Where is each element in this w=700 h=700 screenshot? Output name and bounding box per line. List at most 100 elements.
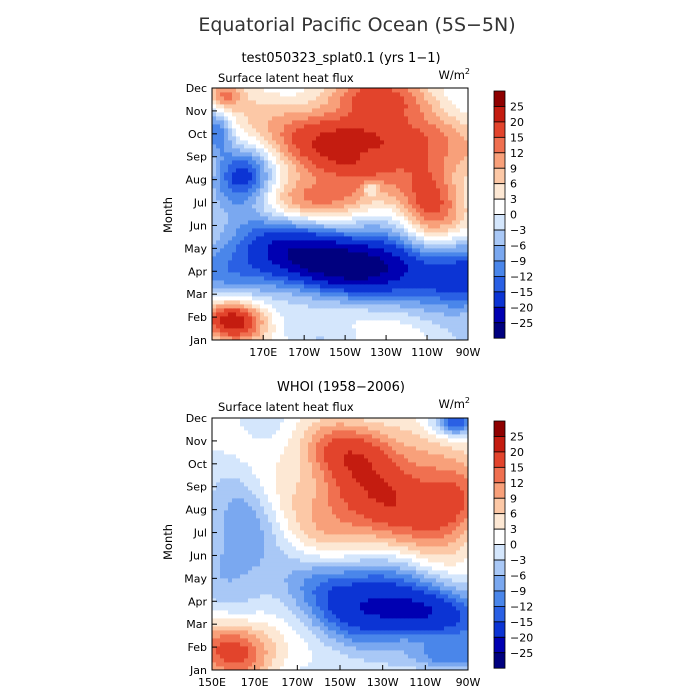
heatmap-cell bbox=[320, 300, 325, 305]
heatmap-cell bbox=[272, 144, 277, 149]
heatmap-cell bbox=[288, 104, 293, 109]
heatmap-cell bbox=[280, 184, 285, 189]
heatmap-cell bbox=[260, 216, 265, 221]
heatmap-cell bbox=[452, 260, 457, 265]
heatmap-cell bbox=[272, 638, 277, 643]
heatmap-cell bbox=[460, 324, 465, 329]
heatmap-cell bbox=[420, 650, 425, 655]
heatmap-cell bbox=[396, 284, 401, 289]
heatmap-cell bbox=[432, 144, 437, 149]
heatmap-cell bbox=[460, 124, 465, 129]
heatmap-cell bbox=[460, 626, 465, 631]
heatmap-cell bbox=[408, 256, 413, 261]
heatmap-cell bbox=[352, 156, 357, 161]
heatmap-cell bbox=[416, 208, 421, 213]
heatmap-cell bbox=[352, 336, 357, 341]
heatmap-cell bbox=[400, 100, 405, 105]
heatmap-cell bbox=[260, 144, 265, 149]
heatmap-cell bbox=[256, 172, 261, 177]
heatmap-cell bbox=[304, 172, 309, 177]
heatmap-cell bbox=[440, 180, 445, 185]
heatmap-cell bbox=[272, 324, 277, 329]
heatmap-cell bbox=[280, 280, 285, 285]
heatmap-cell bbox=[252, 120, 257, 125]
heatmap-cell bbox=[240, 216, 245, 221]
heatmap-cell bbox=[220, 662, 225, 667]
heatmap-cell bbox=[324, 208, 329, 213]
heatmap-cell bbox=[284, 228, 289, 233]
heatmap-cell bbox=[436, 144, 441, 149]
heatmap-cell bbox=[348, 228, 353, 233]
heatmap-cell bbox=[460, 276, 465, 281]
heatmap-cell bbox=[300, 240, 305, 245]
heatmap-cell bbox=[236, 124, 241, 129]
heatmap-cell bbox=[252, 260, 257, 265]
heatmap-cell bbox=[292, 666, 297, 671]
heatmap-cell bbox=[400, 136, 405, 141]
heatmap-cell bbox=[312, 638, 317, 643]
heatmap-cell bbox=[288, 268, 293, 273]
heatmap-cell bbox=[348, 248, 353, 253]
heatmap-cell bbox=[420, 264, 425, 269]
heatmap-cell bbox=[404, 268, 409, 273]
heatmap-cell bbox=[404, 160, 409, 165]
heatmap-cell bbox=[288, 260, 293, 265]
heatmap-cell bbox=[228, 116, 233, 121]
heatmap-cell bbox=[316, 176, 321, 181]
heatmap-cell bbox=[372, 156, 377, 161]
heatmap-cell bbox=[452, 132, 457, 137]
heatmap-cell bbox=[372, 316, 377, 321]
heatmap-cell bbox=[280, 200, 285, 205]
heatmap-cell bbox=[392, 192, 397, 197]
heatmap-cell bbox=[212, 164, 217, 169]
heatmap-cell bbox=[236, 260, 241, 265]
heatmap-cell bbox=[316, 152, 321, 157]
heatmap-cell bbox=[236, 654, 241, 659]
heatmap-cell bbox=[284, 324, 289, 329]
heatmap-cell bbox=[372, 180, 377, 185]
heatmap-cell bbox=[304, 204, 309, 209]
heatmap-cell bbox=[304, 136, 309, 141]
heatmap-cell bbox=[304, 228, 309, 233]
heatmap-cell bbox=[460, 328, 465, 333]
heatmap-cell bbox=[444, 96, 449, 101]
heatmap-cell bbox=[464, 646, 469, 651]
heatmap-cell bbox=[308, 148, 313, 153]
heatmap-cell bbox=[268, 124, 273, 129]
heatmap-cell bbox=[392, 642, 397, 647]
heatmap-cell bbox=[228, 156, 233, 161]
heatmap-cell bbox=[380, 260, 385, 265]
heatmap-cell bbox=[380, 184, 385, 189]
heatmap-cell bbox=[400, 666, 405, 671]
heatmap-cell bbox=[416, 104, 421, 109]
heatmap-cell bbox=[436, 112, 441, 117]
heatmap-cell bbox=[372, 288, 377, 293]
heatmap-cell bbox=[360, 264, 365, 269]
heatmap-cell bbox=[464, 148, 469, 153]
heatmap-cell bbox=[364, 312, 369, 317]
heatmap-cell bbox=[224, 120, 229, 125]
heatmap-cell bbox=[428, 148, 433, 153]
heatmap-cell bbox=[328, 328, 333, 333]
heatmap-cell bbox=[464, 216, 469, 221]
heatmap-cell bbox=[288, 646, 293, 651]
heatmap-cell bbox=[360, 232, 365, 237]
heatmap-cell bbox=[408, 92, 413, 97]
heatmap-cell bbox=[284, 204, 289, 209]
heatmap-cell bbox=[444, 188, 449, 193]
heatmap-cell bbox=[248, 666, 253, 671]
heatmap-cell bbox=[240, 136, 245, 141]
heatmap-cell bbox=[404, 284, 409, 289]
heatmap-cell bbox=[320, 328, 325, 333]
heatmap-cell bbox=[252, 196, 257, 201]
heatmap-cell bbox=[404, 252, 409, 257]
heatmap-cell bbox=[252, 100, 257, 105]
heatmap-cell bbox=[328, 638, 333, 643]
heatmap-cell bbox=[316, 320, 321, 325]
heatmap-cell bbox=[356, 196, 361, 201]
heatmap-cell bbox=[444, 276, 449, 281]
heatmap-cell bbox=[448, 212, 453, 217]
heatmap-cell bbox=[220, 256, 225, 261]
heatmap-cell bbox=[376, 172, 381, 177]
heatmap-cell bbox=[216, 304, 221, 309]
